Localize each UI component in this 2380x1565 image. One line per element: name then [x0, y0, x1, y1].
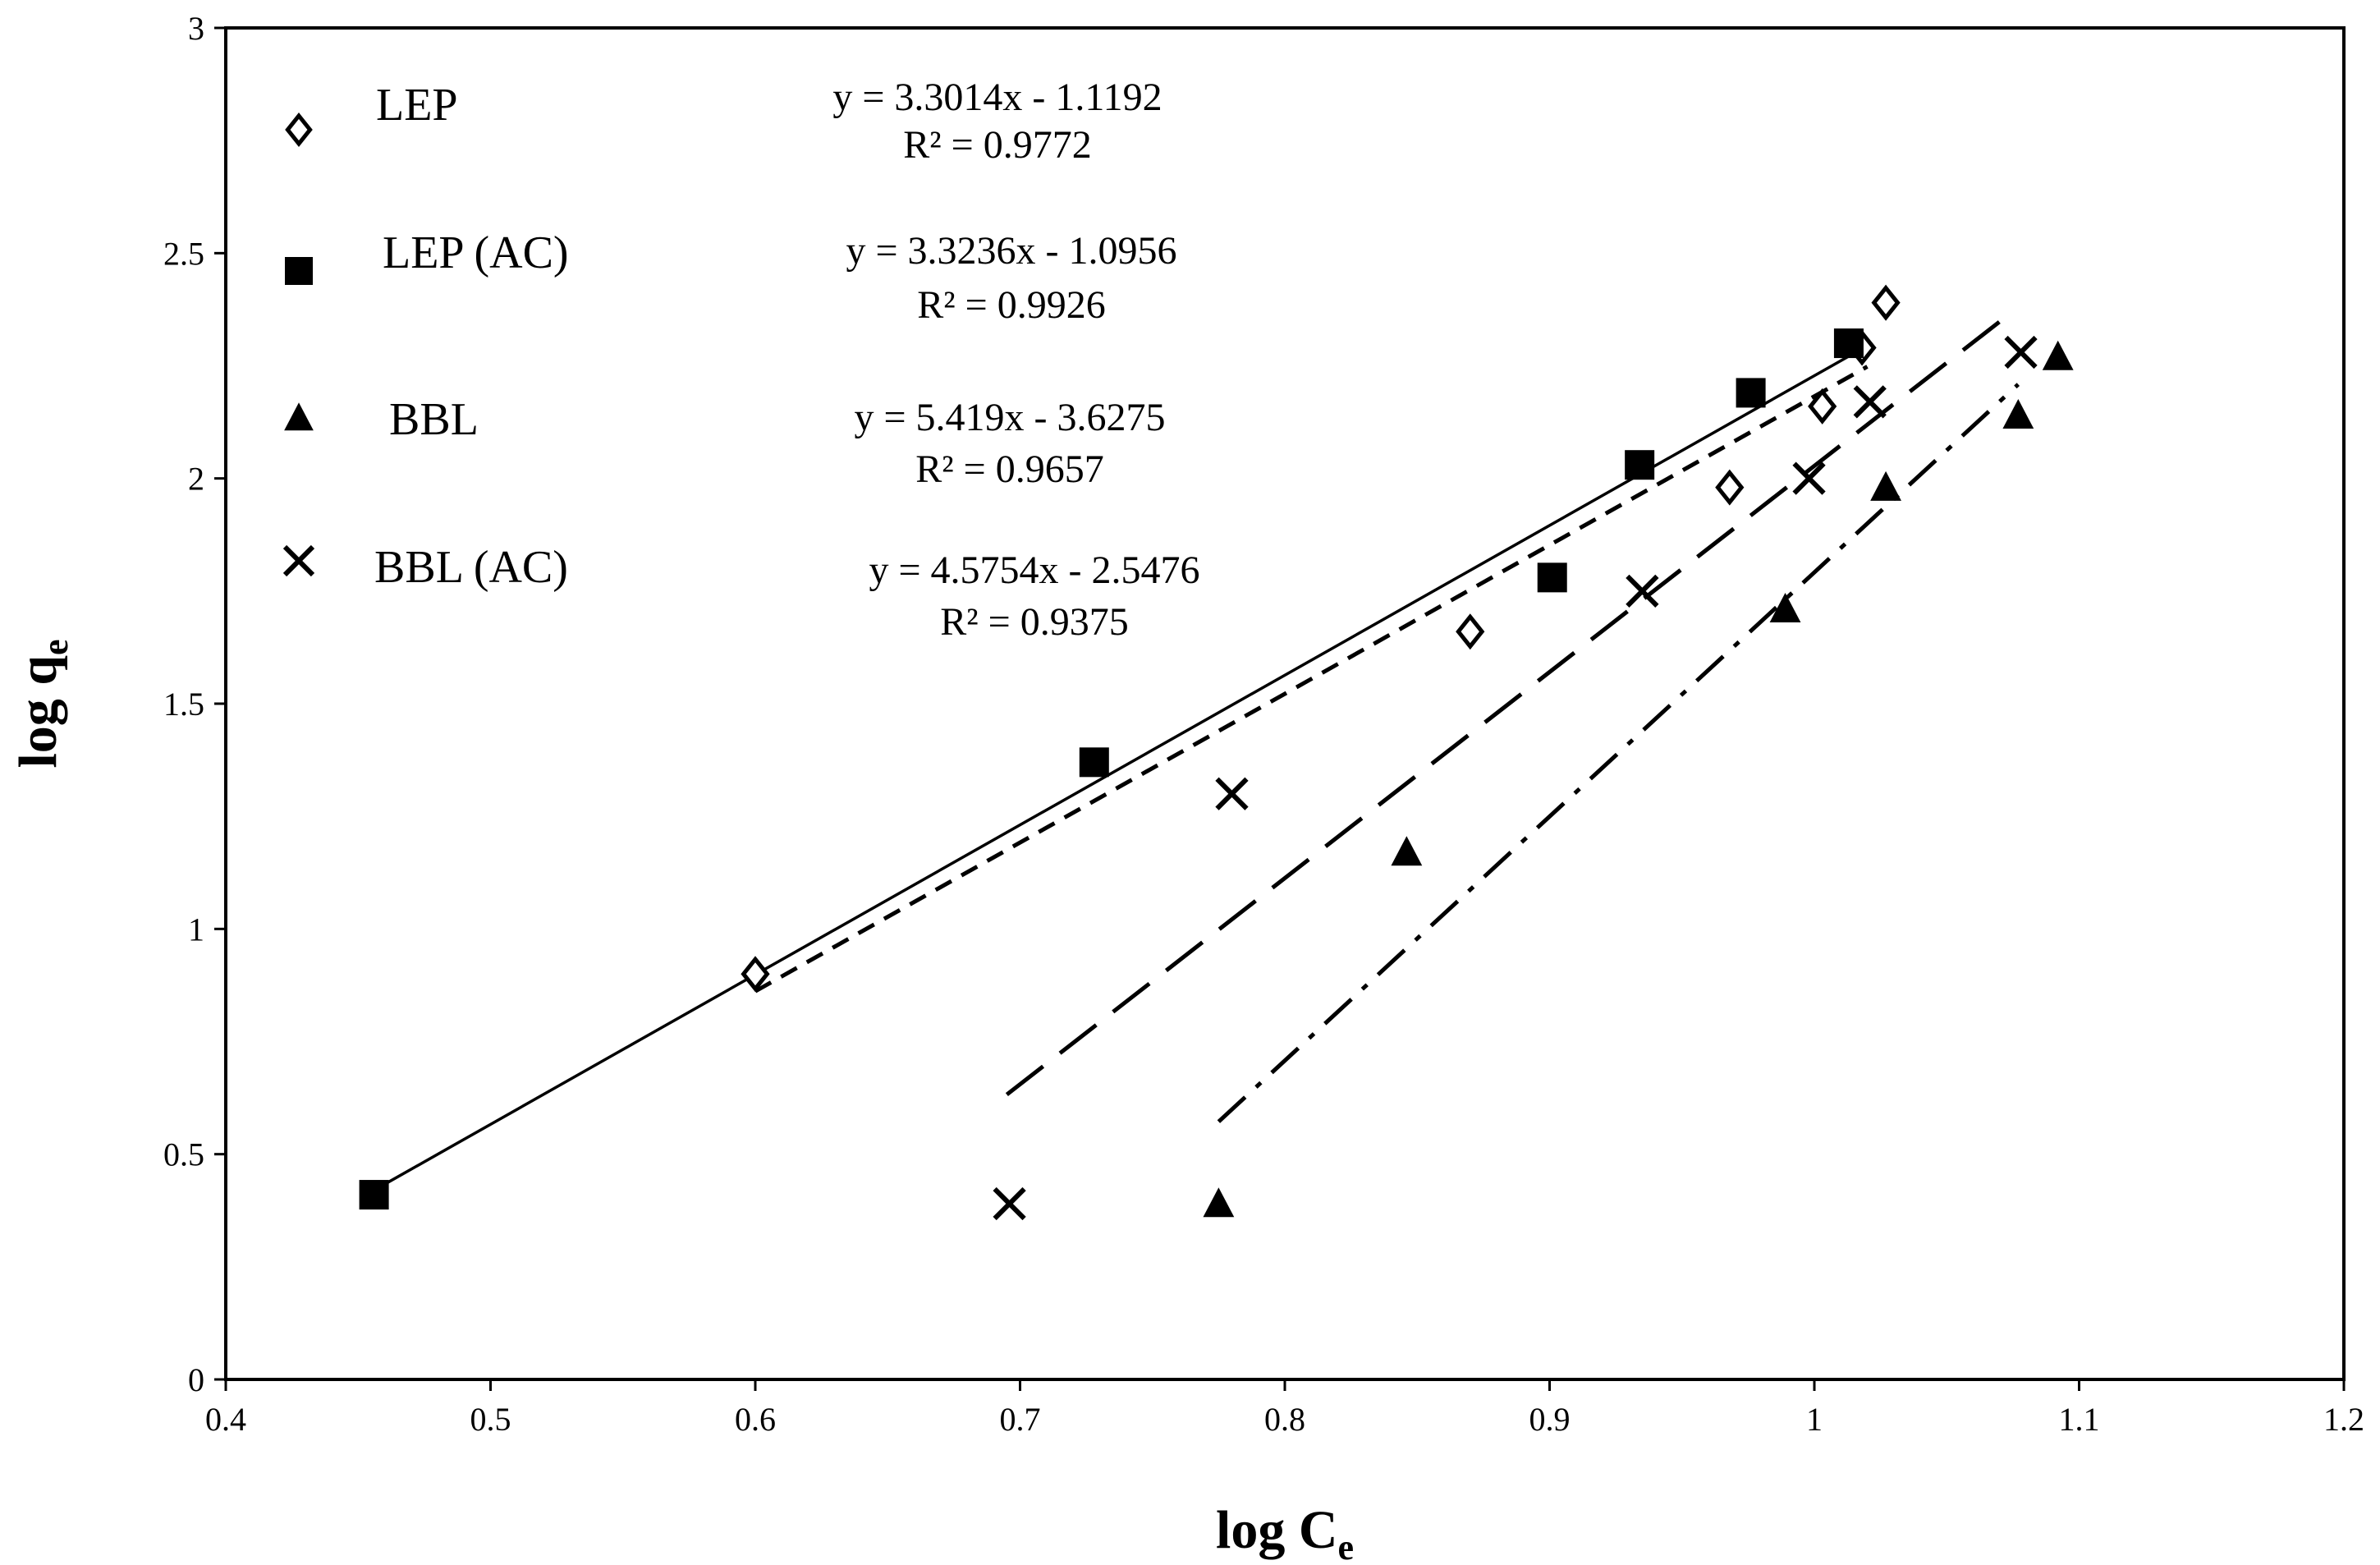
x-tick-label: 0.9 — [1529, 1401, 1571, 1438]
legend-marker-lep — [285, 112, 313, 148]
x-tick-label: 1.2 — [2323, 1401, 2364, 1438]
legend-label-bbl-ac: BBL (AC) — [374, 542, 568, 593]
equation-bbl-ac: y = 4.5754x - 2.5476 — [869, 548, 1199, 592]
y-tick-label: 3 — [188, 10, 204, 47]
equation-bbl: y = 5.419x - 3.6275 — [854, 396, 1165, 439]
x-tick-label: 0.8 — [1264, 1401, 1305, 1438]
x-tick-label: 0.4 — [205, 1401, 246, 1438]
y-tick-label: 0.5 — [163, 1136, 204, 1173]
y-tick-label: 2.5 — [163, 235, 204, 272]
x-axis-title-subscript: e — [1337, 1527, 1354, 1565]
point-bbl-ac — [2004, 335, 2038, 369]
point-bbl-ac — [1626, 574, 1659, 608]
point-bbl — [1391, 836, 1423, 866]
legend: LEP LEP (AC) BBL BBL (AC) — [282, 80, 569, 593]
point-bbl-ac — [1792, 461, 1826, 495]
point-lep-ac — [1833, 328, 1864, 359]
marker-stroke — [993, 1186, 1026, 1221]
legend-label-lep: LEP — [376, 80, 458, 131]
point-bbl-ac — [1215, 777, 1249, 810]
equation-lep-ac: y = 3.3236x - 1.0956 — [846, 229, 1176, 273]
legend-marker-lep-ac — [285, 257, 313, 285]
point-lep-ac — [1537, 562, 1567, 593]
point-lep-ac — [359, 1180, 389, 1210]
point-lep — [1808, 388, 1837, 425]
y-axis-ticks: 0 0.5 1 1.5 2 2.5 3 — [163, 10, 226, 1398]
data-points — [359, 284, 2074, 1221]
point-lep — [1456, 613, 1485, 650]
r-squared-bbl-ac: R² = 0.9375 — [940, 600, 1128, 644]
y-axis-title-subscript: e — [35, 639, 76, 655]
trendlines — [373, 310, 2020, 1192]
y-axis-title: log qe — [8, 639, 76, 768]
x-tick-label: 0.6 — [735, 1401, 776, 1438]
y-tick-label: 1.5 — [163, 686, 204, 723]
x-tick-label: 1 — [1806, 1401, 1823, 1438]
marker-stroke — [1626, 574, 1659, 608]
legend-marker-bbl-ac — [282, 544, 315, 577]
trendline-bbl-ac — [1005, 310, 2015, 1097]
point-lep — [1715, 469, 1745, 506]
point-bbl — [1769, 592, 1801, 622]
trendline-lep — [754, 365, 1869, 994]
marker-stroke — [1853, 385, 1887, 419]
marker-stroke — [1792, 461, 1826, 495]
legend-label-lep-ac: LEP (AC) — [383, 227, 569, 278]
x-tick-label: 1.1 — [2059, 1401, 2100, 1438]
trendline-lep-ac — [373, 355, 1850, 1192]
y-tick-label: 2 — [188, 461, 204, 498]
point-bbl-ac — [993, 1186, 1026, 1221]
r-squared-lep: R² = 0.9772 — [903, 123, 1091, 167]
y-tick-label: 1 — [188, 911, 204, 948]
r-squared-bbl: R² = 0.9657 — [915, 447, 1103, 491]
point-bbl — [1870, 470, 1901, 501]
marker-stroke — [2004, 335, 2038, 369]
legend-marker-bbl — [284, 402, 314, 431]
x-axis-ticks: 0.4 0.5 0.6 0.7 0.8 0.9 1 1.1 1.2 — [205, 1379, 2364, 1438]
point-bbl — [1203, 1187, 1235, 1218]
plot-area — [224, 26, 2346, 1381]
legend-label-bbl: BBL — [389, 394, 479, 445]
x-axis-title: log Ce — [1216, 1500, 1354, 1565]
point-lep-ac — [1736, 378, 1766, 408]
marker-stroke — [1215, 777, 1249, 810]
point-lep — [1871, 284, 1901, 321]
point-bbl — [2042, 340, 2074, 370]
point-bbl-ac — [1853, 385, 1887, 419]
point-lep-ac — [1079, 747, 1109, 778]
x-tick-label: 0.7 — [1000, 1401, 1041, 1438]
point-lep-ac — [1625, 450, 1655, 480]
x-tick-label: 0.5 — [470, 1401, 511, 1438]
point-bbl — [2002, 399, 2034, 429]
point-lep — [741, 956, 770, 993]
equation-lep: y = 3.3014x - 1.1192 — [832, 76, 1162, 119]
y-tick-label: 0 — [188, 1361, 204, 1398]
marker-stroke — [282, 544, 315, 577]
r-squared-lep-ac: R² = 0.9926 — [917, 283, 1105, 327]
